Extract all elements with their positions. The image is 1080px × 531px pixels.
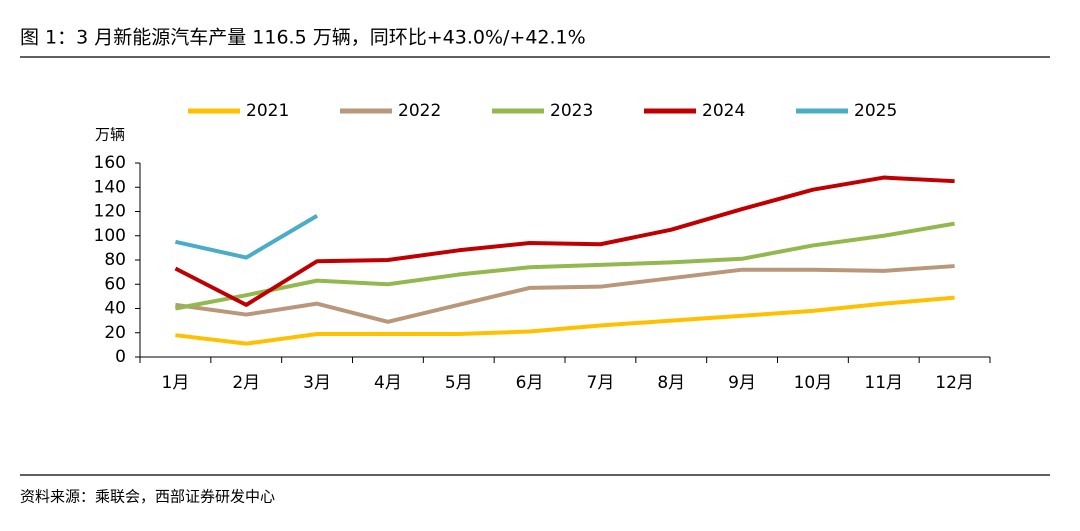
y-tick-label: 20 [104, 323, 126, 343]
x-tick-label: 9月 [728, 373, 756, 393]
x-tick-label: 10月 [794, 373, 833, 393]
legend-label: 2024 [702, 101, 745, 121]
y-tick-label: 40 [104, 299, 126, 319]
legend-label: 2022 [398, 101, 441, 121]
y-tick-label: 0 [115, 347, 126, 367]
y-tick-label: 160 [94, 153, 126, 173]
x-tick-label: 6月 [516, 373, 544, 393]
series-line [174, 214, 319, 260]
y-tick-label: 80 [104, 250, 126, 270]
series-line [175, 264, 955, 324]
x-tick-label: 2月 [232, 373, 260, 393]
x-tick-label: 4月 [374, 373, 402, 393]
x-tick-label: 11月 [864, 373, 903, 393]
y-tick-label: 60 [104, 274, 126, 294]
chart-title: 图 1：3 月新能源汽车产量 116.5 万辆，同环比+43.0%/+42.1% [20, 27, 586, 49]
x-tick-label: 7月 [587, 373, 615, 393]
series-line [175, 221, 955, 311]
legend-label: 2025 [854, 101, 897, 121]
x-tick-label: 3月 [303, 373, 331, 393]
legend-label: 2021 [246, 101, 289, 121]
y-axis-label: 万辆 [95, 126, 125, 144]
x-tick-label: 8月 [657, 373, 685, 393]
source: 资料来源：乘联会，西部证券研发中心 [20, 488, 275, 506]
x-tick-label: 12月 [935, 373, 974, 393]
y-tick-label: 120 [94, 202, 126, 222]
y-tick-label: 140 [94, 177, 126, 197]
y-tick-label: 100 [94, 226, 126, 246]
x-tick-label: 1月 [162, 373, 190, 393]
series-line [175, 295, 955, 346]
legend-label: 2023 [550, 101, 593, 121]
x-tick-label: 5月 [445, 373, 473, 393]
series-line [174, 175, 955, 307]
